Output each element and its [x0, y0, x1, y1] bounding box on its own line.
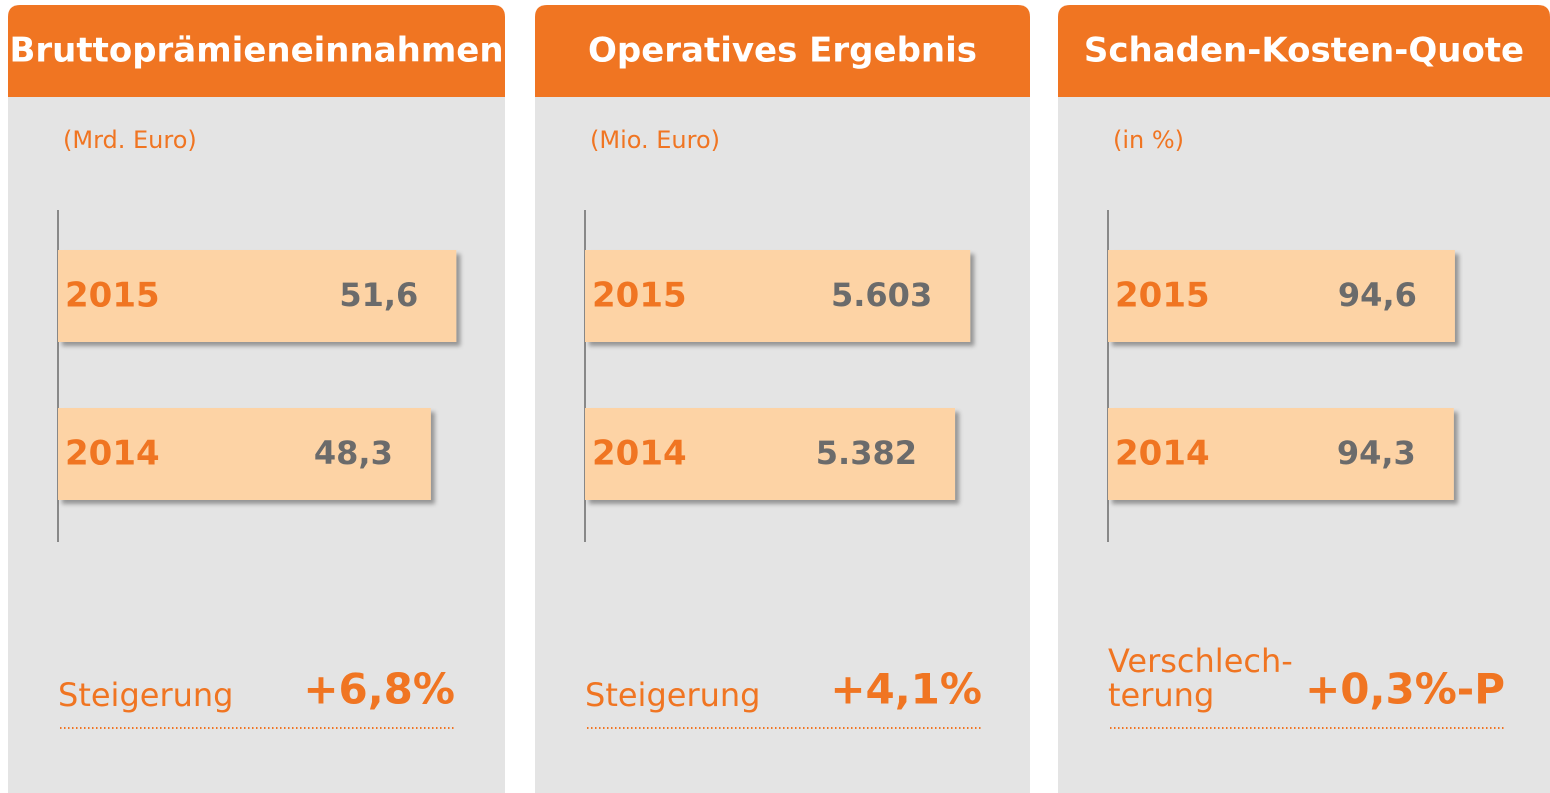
unit-label: (Mrd. Euro): [63, 126, 197, 154]
panel-header: [8, 5, 505, 97]
year-label: 2015: [65, 276, 160, 316]
value-label: 5.382: [816, 434, 917, 472]
value-label: 51,6: [339, 276, 418, 314]
value-label: 94,3: [1337, 434, 1416, 472]
bar: [585, 408, 956, 500]
change-value: +4,1%: [830, 665, 982, 714]
year-label: 2015: [592, 276, 687, 316]
value-label: 5.603: [831, 276, 932, 314]
panel-bg: [8, 5, 505, 793]
year-label: 2014: [592, 434, 687, 474]
change-label: Steigerung: [585, 676, 761, 714]
bar: [58, 408, 431, 500]
change-label: Verschlech- terung: [1108, 642, 1293, 714]
panel-header: [535, 5, 1030, 97]
bar: [58, 250, 457, 342]
change-label: Steigerung: [58, 676, 234, 714]
bar: [1108, 408, 1454, 500]
panel-header: [1058, 5, 1550, 97]
unit-label: (Mio. Euro): [590, 126, 720, 154]
value-label: 48,3: [314, 434, 393, 472]
panel-bg: [1058, 5, 1550, 793]
panel-title: Operatives Ergebnis: [588, 31, 977, 71]
bar: [585, 250, 971, 342]
year-label: 2015: [1115, 276, 1210, 316]
value-label: 94,6: [1338, 276, 1417, 314]
year-label: 2014: [65, 434, 160, 474]
panel-bg: [535, 5, 1030, 793]
unit-label: (in %): [1113, 126, 1184, 154]
panel-title: Schaden-Kosten-Quote: [1084, 31, 1524, 71]
change-value: +0,3%-P: [1305, 665, 1505, 714]
bar: [1108, 250, 1455, 342]
panel-title: Bruttoprämieneinnahmen: [9, 31, 503, 71]
change-value: +6,8%: [303, 665, 455, 714]
year-label: 2014: [1115, 434, 1210, 474]
